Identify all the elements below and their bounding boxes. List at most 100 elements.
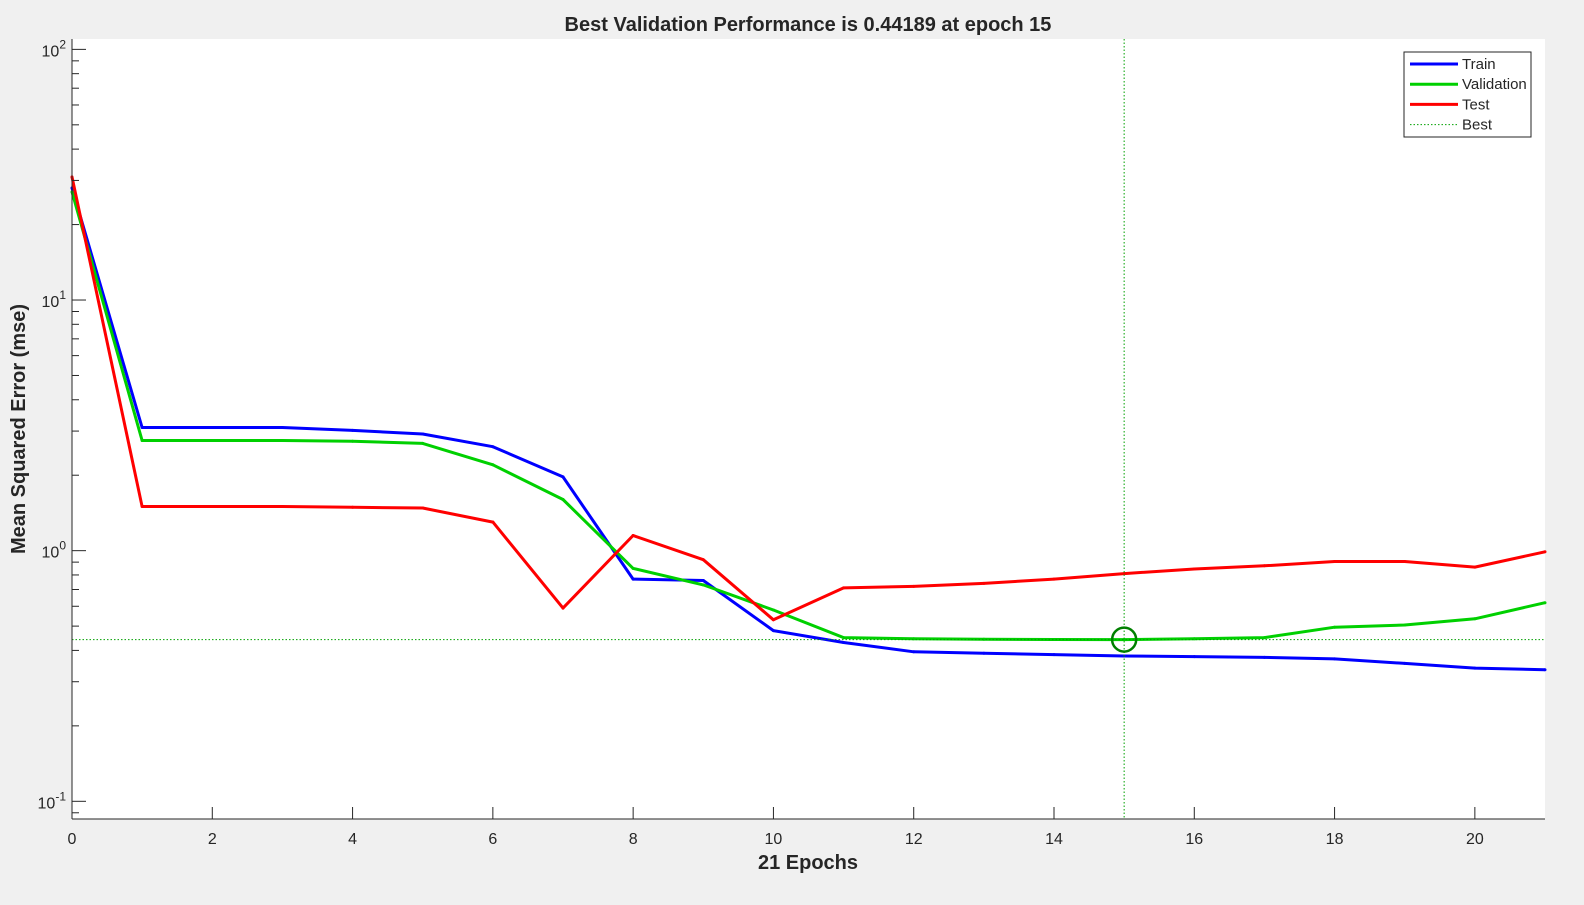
- data-point-validation-21: [1543, 601, 1547, 605]
- data-point-train-5: [421, 432, 425, 436]
- data-point-train-11: [842, 641, 846, 644]
- y-ticks: 10-1 100 101 102: [38, 37, 86, 814]
- data-point-validation-2: [210, 439, 214, 442]
- data-point-test-14: [1052, 577, 1056, 581]
- data-point-validation-19: [1403, 623, 1407, 627]
- data-point-validation-17: [1262, 636, 1266, 640]
- series-validation: [70, 190, 1547, 642]
- data-point-train-19: [1403, 661, 1407, 665]
- legend-item-test: Test: [1410, 96, 1490, 113]
- data-point-test-12: [912, 584, 916, 588]
- series-line-validation: [70, 191, 1546, 642]
- data-point-train-8: [631, 577, 635, 581]
- legend-box: [1403, 51, 1532, 138]
- legend-item-validation: Validation: [1410, 76, 1527, 93]
- series-line-test: [70, 176, 1546, 622]
- data-point-test-13: [982, 581, 986, 585]
- x-tick-label: 10: [765, 831, 783, 848]
- data-point-validation-7: [561, 498, 565, 501]
- data-point-test-11: [842, 586, 846, 590]
- y-tick-label: 100: [42, 539, 67, 562]
- data-point-train-20: [1473, 666, 1477, 670]
- legend-item-train: Train: [1410, 56, 1496, 73]
- data-point-validation-6: [491, 463, 495, 467]
- x-tick-label: 14: [1045, 831, 1063, 848]
- legend-item-best: Best: [1410, 117, 1493, 134]
- x-tick-label: 16: [1185, 831, 1203, 848]
- data-point-train-3: [280, 426, 284, 429]
- best-point-marker: [1110, 626, 1138, 653]
- data-point-test-5: [421, 506, 425, 510]
- x-tick-label: 6: [488, 831, 497, 848]
- data-point-train-12: [912, 650, 916, 654]
- series-line-train: [70, 187, 1546, 672]
- data-point-train-21: [1543, 668, 1547, 672]
- x-tick-label: 0: [68, 831, 77, 848]
- data-point-validation-8: [631, 566, 635, 570]
- data-point-validation-15: [1122, 638, 1126, 642]
- data-point-test-20: [1473, 565, 1477, 569]
- data-point-train-6: [491, 445, 495, 449]
- data-point-test-19: [1403, 560, 1407, 563]
- data-point-test-16: [1192, 567, 1196, 571]
- data-point-validation-1: [140, 439, 144, 442]
- data-point-train-17: [1262, 655, 1266, 659]
- data-point-train-4: [351, 428, 355, 432]
- data-point-validation-10: [771, 608, 775, 612]
- data-point-test-3: [280, 505, 284, 508]
- data-point-test-18: [1333, 560, 1337, 563]
- data-point-train-1: [140, 426, 144, 429]
- y-tick-label: 102: [42, 37, 67, 60]
- data-point-train-16: [1192, 655, 1196, 659]
- data-point-train-7: [561, 475, 565, 479]
- data-point-validation-3: [280, 439, 284, 442]
- x-tick-label: 12: [905, 831, 923, 848]
- y-tick-label: 10-1: [38, 789, 67, 812]
- y-tick-label: 101: [42, 288, 67, 311]
- data-point-train-2: [210, 426, 214, 429]
- data-point-test-4: [351, 505, 355, 509]
- x-tick-label: 2: [208, 831, 217, 848]
- legend-label: Validation: [1462, 76, 1527, 93]
- x-tick-label: 20: [1466, 831, 1484, 848]
- chart-title: Best Validation Performance is 0.44189 a…: [565, 14, 1052, 36]
- data-point-test-7: [561, 606, 565, 610]
- series-test: [70, 175, 1547, 622]
- data-point-test-2: [210, 505, 214, 508]
- data-point-validation-20: [1473, 617, 1477, 621]
- data-point-train-14: [1052, 653, 1056, 657]
- data-point-validation-16: [1192, 637, 1196, 641]
- data-point-train-18: [1333, 657, 1337, 661]
- legend: Train Validation Test Best: [1403, 51, 1532, 138]
- data-point-validation-11: [842, 636, 846, 640]
- data-point-test-21: [1543, 550, 1547, 554]
- x-tick-label: 8: [629, 831, 638, 848]
- data-point-train-10: [771, 629, 775, 633]
- axes: [71, 39, 1545, 820]
- x-tick-label: 18: [1326, 831, 1344, 848]
- series-train: [70, 186, 1547, 672]
- data-point-test-9: [701, 558, 705, 562]
- data-point-test-17: [1262, 564, 1266, 568]
- data-point-test-6: [491, 520, 495, 524]
- x-axis-label: 21 Epochs: [758, 852, 858, 874]
- data-point-validation-14: [1052, 638, 1056, 641]
- legend-label: Train: [1462, 56, 1496, 73]
- data-point-validation-18: [1333, 625, 1337, 629]
- data-point-train-13: [982, 651, 986, 655]
- legend-label: Test: [1462, 96, 1490, 113]
- legend-label: Best: [1462, 117, 1493, 134]
- data-point-test-15: [1122, 572, 1126, 576]
- data-point-train-9: [701, 579, 705, 582]
- series-layer: [70, 175, 1547, 672]
- data-point-validation-5: [421, 441, 425, 445]
- data-point-test-10: [771, 618, 775, 622]
- x-tick-label: 4: [348, 831, 357, 848]
- data-point-test-1: [140, 505, 144, 508]
- data-point-validation-9: [701, 583, 705, 587]
- y-axis-label: Mean Squared Error (mse): [8, 304, 30, 554]
- best-marker-layer: [72, 39, 1545, 819]
- data-point-validation-4: [351, 439, 355, 443]
- x-ticks: 0 2 4 6 8 10 12 14 16 18 20: [68, 807, 1484, 848]
